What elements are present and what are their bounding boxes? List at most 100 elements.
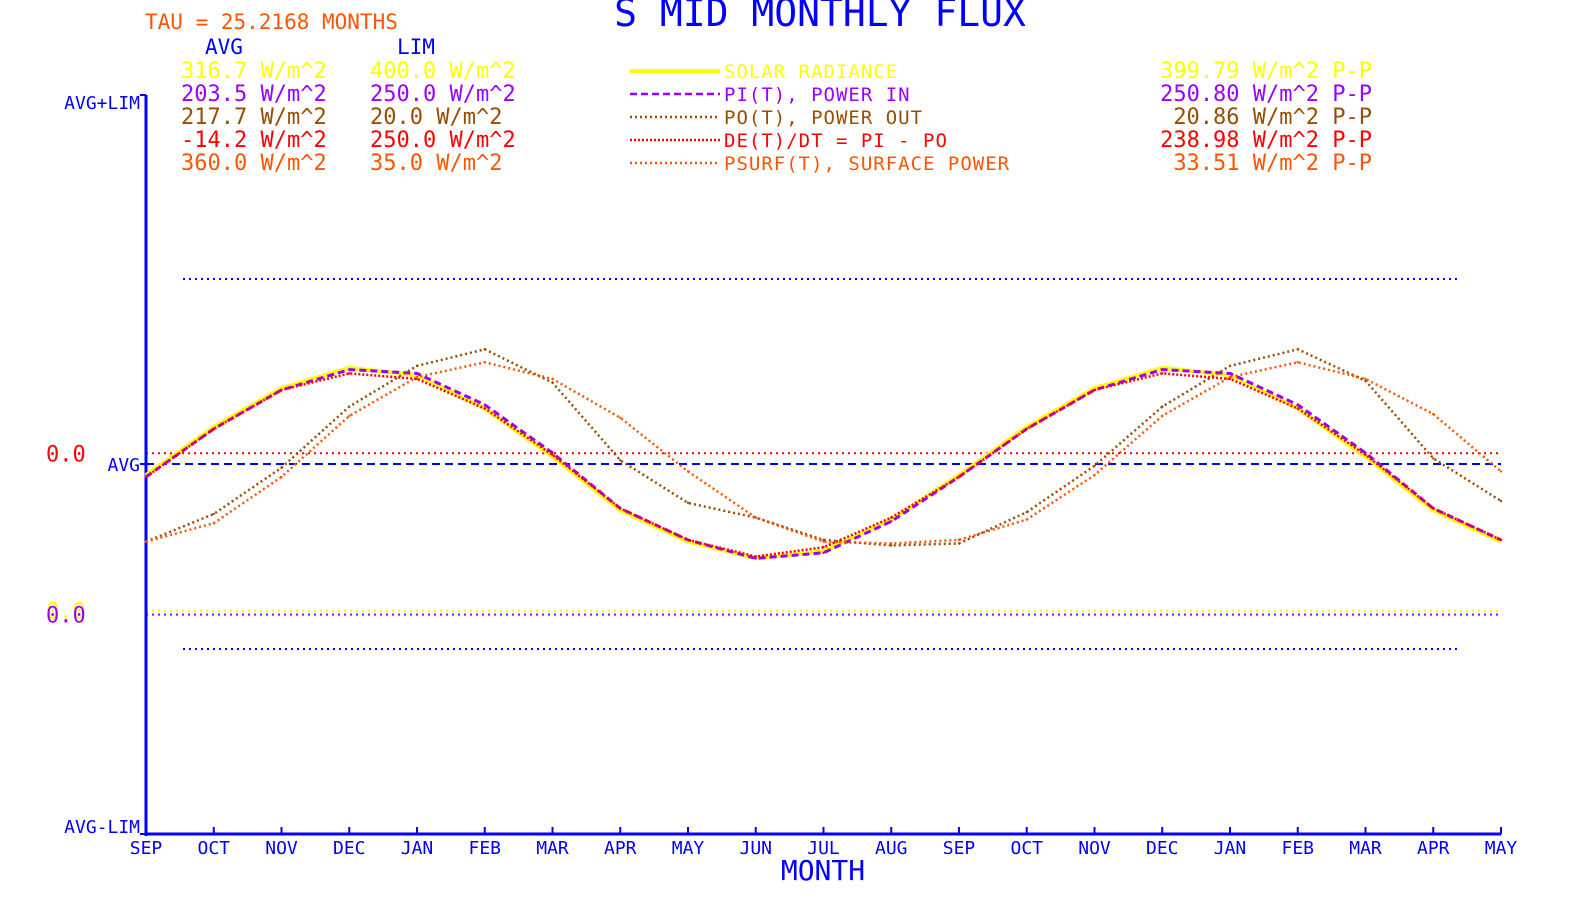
data-point xyxy=(483,403,486,406)
x-tick-label: OCT xyxy=(197,838,230,859)
data-point xyxy=(890,518,893,521)
x-tick-label: DEC xyxy=(333,838,366,859)
series-line-1 xyxy=(145,368,1502,560)
x-tick-label: MAY xyxy=(1485,838,1518,859)
data-point xyxy=(348,368,351,371)
data-point xyxy=(483,348,486,351)
x-tick-label: SEP xyxy=(130,838,163,859)
data-point xyxy=(1228,377,1232,381)
data-point xyxy=(822,546,825,549)
x-tick-label: SEP xyxy=(943,838,976,859)
data-point xyxy=(822,551,825,554)
data-point xyxy=(348,405,351,408)
data-point xyxy=(754,555,757,558)
x-tick-label: OCT xyxy=(1010,838,1043,859)
x-tick-label: NOV xyxy=(265,838,298,859)
chart-plot-area: SEP OCT NOV DEC JAN FEB MAR APR MAY JUN JUL AUG SEP O… xyxy=(46,59,1517,859)
x-tick-label: APR xyxy=(604,838,637,859)
legend-avg-value: 316.7 W/m^2 xyxy=(181,59,327,84)
x-tick-label: APR xyxy=(1417,838,1450,859)
data-point xyxy=(280,475,283,479)
data-point xyxy=(551,381,554,384)
x-tick-label: FEB xyxy=(468,838,501,859)
data-point xyxy=(890,544,893,547)
data-point xyxy=(415,372,419,375)
data-point xyxy=(1296,403,1299,406)
data-point xyxy=(686,501,690,505)
x-tick-label: DEC xyxy=(1146,838,1179,859)
data-point xyxy=(619,507,622,510)
data-point xyxy=(1296,407,1299,410)
data-point xyxy=(1364,455,1367,458)
data-point xyxy=(1025,427,1028,431)
x-tick-label: JAN xyxy=(401,838,434,859)
x-tick-label: AUG xyxy=(875,838,908,859)
data-point xyxy=(1364,379,1367,382)
data-point xyxy=(212,512,215,516)
header-lim-label: LIM xyxy=(397,35,435,59)
zero-label: 0.0 xyxy=(46,604,86,629)
data-point xyxy=(551,453,554,456)
data-point xyxy=(1161,414,1164,418)
legend-pp-value: 250.80 W/m^2 P-P xyxy=(1160,82,1372,107)
data-point xyxy=(1296,361,1299,364)
data-point xyxy=(483,407,486,410)
data-point xyxy=(415,375,419,379)
header-avg-label: AVG xyxy=(205,35,243,59)
data-point xyxy=(551,377,554,381)
data-point xyxy=(1228,375,1232,379)
chart-title: S MID MONTHLY FLUX xyxy=(614,0,1026,35)
legend-pp-value: 399.79 W/m^2 P-P xyxy=(1160,59,1372,84)
data-point xyxy=(1296,348,1299,351)
data-point xyxy=(1499,470,1503,473)
data-point xyxy=(1025,518,1028,521)
legend-pp-value: 33.51 W/m^2 P-P xyxy=(1173,151,1372,176)
x-tick-label: MAR xyxy=(1349,838,1382,859)
data-point xyxy=(280,466,283,469)
legend-lim-value: 35.0 W/m^2 xyxy=(370,151,502,176)
zero-label: 0.0 xyxy=(46,600,86,625)
data-point xyxy=(280,386,283,390)
data-point xyxy=(212,427,215,431)
chart-subtitle: TAU = 25.2168 MONTHS xyxy=(145,10,398,34)
x-tick-label: JUN xyxy=(739,838,772,859)
legend-avg-value: 203.5 W/m^2 xyxy=(181,82,327,107)
data-point xyxy=(1432,457,1435,460)
data-point xyxy=(890,542,893,545)
data-point xyxy=(1093,388,1096,392)
legend-lim-value: 250.0 W/m^2 xyxy=(370,82,516,107)
data-point xyxy=(957,475,961,479)
data-point xyxy=(1228,372,1232,375)
data-point xyxy=(1228,364,1232,368)
zero-label: 0.0 xyxy=(46,442,86,467)
data-point xyxy=(1161,405,1164,408)
data-point xyxy=(1364,453,1367,456)
y-label-top: AVG+LIM xyxy=(64,93,140,114)
data-point xyxy=(1025,510,1028,514)
data-point xyxy=(822,538,825,542)
data-point xyxy=(1432,507,1435,510)
y-label-bottom: AVG-LIM xyxy=(64,817,140,838)
legend-series-name: PO(T), POWER OUT xyxy=(724,107,923,129)
data-point xyxy=(348,414,351,418)
data-point xyxy=(890,516,893,519)
data-point xyxy=(1499,499,1503,503)
data-point xyxy=(619,459,622,462)
data-point xyxy=(280,388,283,392)
legend-series-name: DE(T)/DT = PI - PO xyxy=(724,130,948,152)
data-point xyxy=(415,364,419,368)
data-point xyxy=(1093,464,1096,468)
data-point xyxy=(957,538,961,542)
data-point xyxy=(348,372,351,375)
data-point xyxy=(1432,412,1435,416)
x-tick-label: JUL xyxy=(807,838,840,859)
data-point xyxy=(686,538,690,542)
data-point xyxy=(957,542,961,545)
legend-lim-value: 400.0 W/m^2 xyxy=(370,59,516,84)
legend-series-name: SOLAR RADIANCE xyxy=(724,61,898,83)
data-point xyxy=(1499,538,1503,542)
series-line-3 xyxy=(145,372,1502,558)
series-line-4 xyxy=(145,361,1502,545)
data-point xyxy=(212,522,215,525)
